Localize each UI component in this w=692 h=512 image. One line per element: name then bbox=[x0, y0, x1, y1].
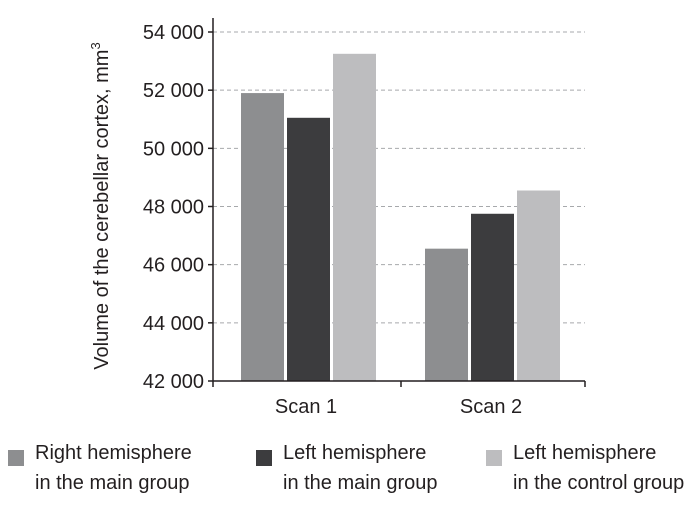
legend-item-left-hemisphere-main: Left hemisphere in the main group bbox=[256, 438, 438, 498]
bar bbox=[471, 213, 514, 381]
legend-swatch bbox=[8, 450, 24, 466]
bar bbox=[517, 190, 560, 381]
bar bbox=[287, 117, 330, 381]
y-axis-title-superscript: 3 bbox=[88, 42, 103, 49]
x-tick-label: Scan 2 bbox=[460, 396, 522, 418]
y-tick-label: 52 000 bbox=[143, 80, 204, 102]
bar bbox=[241, 93, 284, 381]
y-tick-label: 44 000 bbox=[143, 313, 204, 335]
y-tick-label: 42 000 bbox=[143, 371, 204, 393]
bars bbox=[241, 53, 560, 381]
legend-item-left-hemisphere-control: Left hemisphere in the control group bbox=[486, 438, 684, 498]
legend-label-line2: in the main group bbox=[35, 472, 190, 494]
bar bbox=[333, 53, 376, 381]
legend-label-line1: Left hemisphere bbox=[283, 442, 427, 464]
bar-chart: 42 000 44 000 46 000 48 000 50 000 52 000 54 0… bbox=[88, 18, 586, 418]
legend-label-line2: in the main group bbox=[283, 472, 438, 494]
legend-label-line2: in the control group bbox=[513, 472, 685, 494]
y-axis-title-text: Volume of the cerebellar cortex, mm bbox=[91, 50, 113, 370]
y-tick-label: 50 000 bbox=[143, 138, 204, 160]
legend-label: Right hemisphere in the main group bbox=[35, 438, 192, 498]
legend-label-line1: Right hemisphere bbox=[35, 442, 192, 464]
y-tick-label: 54 000 bbox=[143, 22, 204, 44]
x-tick-label: Scan 1 bbox=[275, 396, 337, 418]
legend-label-line1: Left hemisphere bbox=[513, 442, 657, 464]
x-tick-labels: Scan 1 Scan 2 bbox=[275, 396, 522, 418]
y-tick-label: 46 000 bbox=[143, 255, 204, 277]
y-tick-labels: 42 000 44 000 46 000 48 000 50 000 52 000 54 0… bbox=[143, 22, 204, 393]
axes bbox=[208, 18, 586, 387]
legend-swatch bbox=[486, 450, 502, 466]
bar bbox=[425, 248, 468, 381]
y-tick-label: 48 000 bbox=[143, 197, 204, 219]
legend-swatch bbox=[256, 450, 272, 466]
y-axis-title: Volume of the cerebellar cortex, mm3 bbox=[88, 42, 113, 369]
legend-label: Left hemisphere in the control group bbox=[513, 438, 684, 498]
legend-item-right-hemisphere-main: Right hemisphere in the main group bbox=[8, 438, 192, 498]
legend-label: Left hemisphere in the main group bbox=[283, 438, 438, 498]
legend: Right hemisphere in the main group Left … bbox=[0, 438, 692, 508]
